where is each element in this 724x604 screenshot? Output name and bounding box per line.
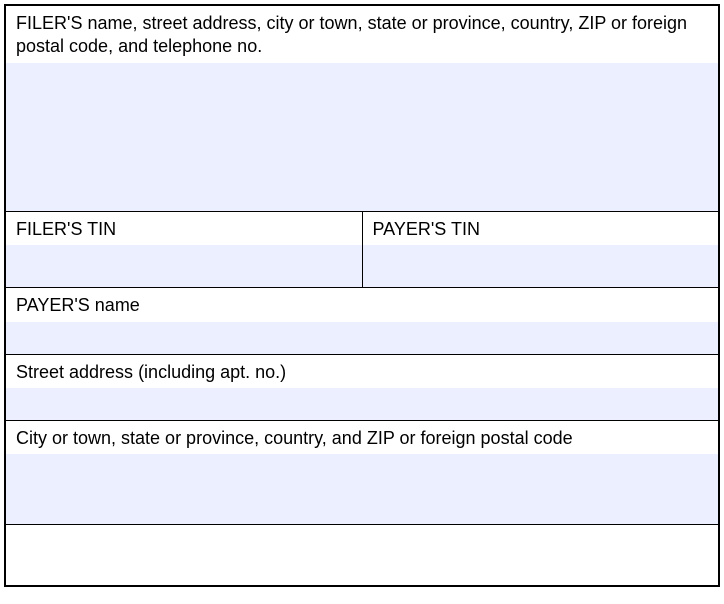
filer-name-input[interactable]: [6, 63, 718, 211]
filer-tin-field: FILER'S TIN: [6, 212, 363, 287]
payer-tin-input[interactable]: [363, 245, 719, 287]
street-address-input[interactable]: [6, 388, 718, 420]
street-address-label: Street address (including apt. no.): [6, 355, 718, 388]
payer-name-input[interactable]: [6, 322, 718, 354]
street-address-field: Street address (including apt. no.): [6, 355, 718, 421]
filer-name-field: FILER'S name, street address, city or to…: [6, 6, 718, 212]
filer-tin-input[interactable]: [6, 245, 362, 287]
tin-row: FILER'S TIN PAYER'S TIN: [6, 212, 718, 288]
payer-tin-field: PAYER'S TIN: [363, 212, 719, 287]
payer-tin-label: PAYER'S TIN: [363, 212, 719, 245]
city-state-label: City or town, state or province, country…: [6, 421, 718, 454]
filer-tin-label: FILER'S TIN: [6, 212, 362, 245]
city-state-field: City or town, state or province, country…: [6, 421, 718, 525]
city-state-input[interactable]: [6, 454, 718, 524]
payer-name-label: PAYER'S name: [6, 288, 718, 321]
filer-name-label: FILER'S name, street address, city or to…: [6, 6, 718, 63]
payer-name-field: PAYER'S name: [6, 288, 718, 354]
tax-form: FILER'S name, street address, city or to…: [4, 4, 720, 587]
blank-row: [6, 525, 718, 585]
